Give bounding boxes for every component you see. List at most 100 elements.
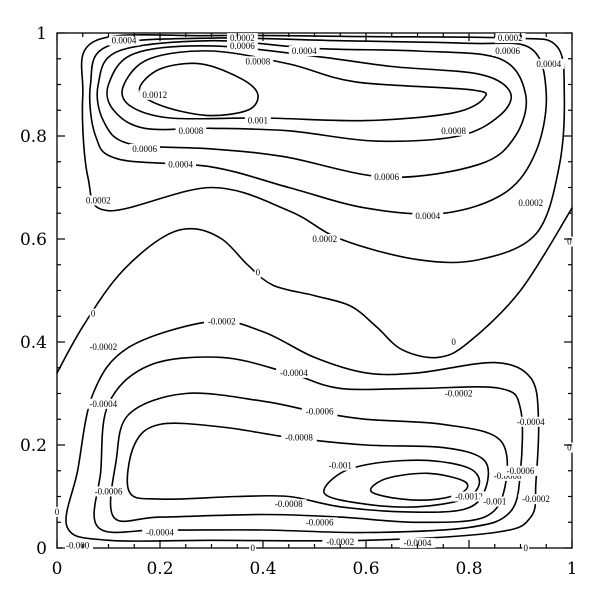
svg-text:0.0002: 0.0002 [86, 195, 111, 205]
svg-text:-0.0006: -0.0006 [95, 486, 123, 496]
svg-text:-0.0002: -0.0002 [89, 342, 117, 352]
contour-label: -0.0012 [451, 491, 487, 502]
contour-label: 0.0004 [412, 210, 444, 221]
svg-text:-0.0002: -0.0002 [445, 389, 473, 399]
y-tick-label: 0.6 [20, 230, 47, 250]
contour-label: 0.0008 [242, 56, 274, 67]
contour-line-0.0002 [80, 33, 566, 264]
svg-text:-0.0006: -0.0006 [507, 466, 535, 476]
x-tick-label: 0.4 [249, 559, 276, 579]
svg-text:-0.0012: -0.0012 [455, 492, 483, 502]
svg-text:-0.000: -0.000 [66, 540, 90, 550]
svg-text:0: 0 [91, 309, 96, 319]
svg-text:-0.0004: -0.0004 [89, 399, 117, 409]
contour-label: 0.0008 [175, 125, 207, 136]
contour-label: -0.0004 [142, 527, 178, 538]
contour-label: -0.0006 [502, 465, 539, 476]
y-tick-label: 0.4 [20, 333, 47, 353]
svg-text:0.0008: 0.0008 [441, 126, 466, 136]
svg-text:0: 0 [451, 337, 456, 347]
x-tick-label: 1 [567, 559, 578, 579]
contour-label: 0.0002 [515, 197, 547, 208]
contour-label: 0 [522, 543, 530, 553]
contour-label: 0.001 [244, 115, 271, 126]
axis-tick-labels: 0 0.2 0.4 0.6 0.8 1 0 0.2 0.4 0.6 0.8 1 [20, 24, 577, 579]
contour-line--0.0004 [93, 356, 524, 534]
contour-label: -0.001 [479, 496, 511, 507]
contour-label: 0.0006 [371, 172, 402, 183]
contour-label: -0.0006 [301, 517, 338, 528]
svg-text:-0.0004: -0.0004 [146, 528, 174, 538]
svg-text:0: 0 [256, 268, 261, 278]
contour-label: -0.0006 [301, 406, 338, 417]
svg-text:0.0004: 0.0004 [168, 159, 193, 169]
x-tick-label: 0.8 [455, 559, 482, 579]
svg-text:-0.0006: -0.0006 [306, 407, 334, 417]
svg-text:-0.0004: -0.0004 [404, 538, 432, 548]
contour-label: 0.0004 [108, 35, 140, 46]
svg-text:0.001: 0.001 [248, 116, 268, 126]
contour-label: 0.0004 [533, 58, 565, 69]
contour-label: 0.0002 [227, 33, 258, 44]
x-tick-label: 0.6 [352, 559, 379, 579]
contour-line-0.0004 [88, 37, 548, 215]
svg-text:-0.0006: -0.0006 [306, 517, 334, 527]
contour-label: 0.0006 [129, 143, 160, 154]
svg-text:0.0004: 0.0004 [292, 46, 317, 56]
svg-text:-0.001: -0.001 [329, 461, 352, 471]
svg-text:0.0012: 0.0012 [142, 90, 167, 100]
contour-label: 0.0012 [139, 89, 171, 100]
contour-label: -0.000 [62, 540, 93, 551]
axis-ticks [56, 32, 573, 549]
svg-text:-0.001: -0.001 [483, 497, 506, 507]
svg-text:0: 0 [250, 543, 255, 553]
contour-label: -0.0002 [322, 536, 358, 547]
svg-text:0: 0 [523, 543, 528, 553]
svg-text:0.0002: 0.0002 [498, 33, 523, 43]
svg-text:0: 0 [55, 507, 60, 517]
contour-line-0.0012 [138, 62, 259, 117]
contour-label: 0.0004 [288, 46, 320, 56]
svg-text:-0.0004: -0.0004 [280, 368, 308, 378]
svg-text:0.0006: 0.0006 [374, 172, 399, 182]
contour-label: -0.0002 [85, 342, 122, 353]
contour-label: -0.0002 [204, 316, 240, 327]
x-tick-label: 0.2 [146, 559, 173, 579]
y-tick-label: 0.2 [20, 436, 47, 456]
contour-label: 0 [566, 442, 573, 453]
contour-label: 0.0006 [492, 46, 523, 56]
svg-text:-0.0008: -0.0008 [285, 432, 313, 442]
svg-text:0.0006: 0.0006 [132, 144, 157, 154]
contour-label: 0 [254, 267, 262, 278]
svg-text:0.0006: 0.0006 [495, 46, 520, 56]
svg-text:-0.0002: -0.0002 [208, 316, 236, 326]
svg-text:0.0004: 0.0004 [415, 211, 440, 221]
contour-line--0.0006 [109, 392, 509, 524]
contour-label: 0.0006 [227, 40, 258, 51]
contour-label: -0.0004 [85, 398, 122, 409]
contour-line-0.001 [121, 50, 488, 122]
y-tick-label: 1 [36, 24, 47, 44]
contour-label: -0.0008 [281, 432, 317, 443]
contour-line--0.0012 [369, 472, 469, 501]
contour-lines [56, 33, 573, 543]
svg-text:0: 0 [567, 237, 572, 247]
y-tick-label: 0 [36, 539, 47, 559]
svg-text:-0.0008: -0.0008 [275, 499, 303, 509]
contour-label: 0.0002 [309, 234, 341, 244]
contour-label: 0 [89, 308, 97, 319]
contour-label: -0.0004 [513, 416, 549, 427]
contour-label: 0 [53, 506, 61, 517]
svg-text:0.0004: 0.0004 [112, 36, 137, 46]
contour-label: -0.0004 [399, 537, 436, 548]
contour-line--0.0002 [65, 320, 540, 543]
contour-line-0.0006 [96, 39, 528, 179]
svg-text:0.0008: 0.0008 [246, 56, 271, 66]
svg-text:0.0004: 0.0004 [536, 59, 561, 69]
contour-label: -0.001 [324, 460, 356, 471]
svg-text:0.0002: 0.0002 [518, 198, 543, 208]
contour-label: 0 [566, 236, 573, 247]
contour-label: -0.0002 [518, 494, 554, 505]
contour-label: -0.0006 [90, 486, 127, 497]
